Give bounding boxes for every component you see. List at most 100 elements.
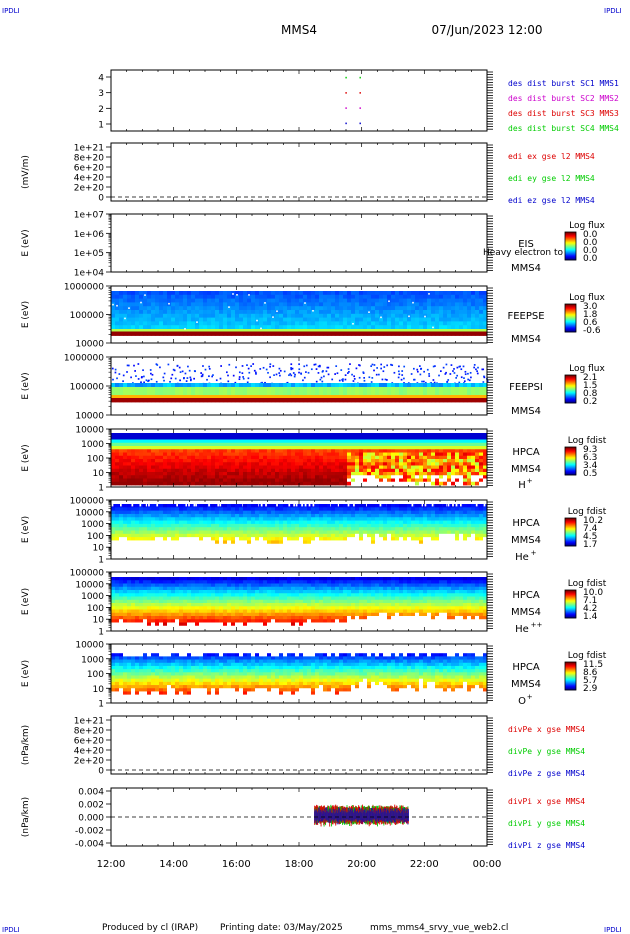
feepsi-cell <box>483 398 488 403</box>
hpca_he1-cell <box>167 517 172 521</box>
feepsi-cell <box>443 395 448 399</box>
hpca_he1-cell <box>231 523 236 528</box>
feepse-cell <box>163 317 168 322</box>
hpca_he1-cell <box>139 520 144 525</box>
hpca_h-cell <box>351 462 356 466</box>
feepse-cell <box>127 298 132 303</box>
hpca_h-cbar-tick-label: 6.3 <box>583 453 597 463</box>
hpca_he1-cell <box>251 513 256 518</box>
feepse-cell <box>419 321 424 326</box>
feepse-cell <box>159 317 164 322</box>
hpca_h-cell <box>439 442 444 447</box>
hpca_he1-cell <box>279 530 284 535</box>
hpca_h-cell <box>439 439 444 444</box>
hpca_h-cell <box>215 472 220 476</box>
hpca_h-cell <box>179 472 184 476</box>
hpca_h-cell <box>399 465 404 470</box>
feepse-cell <box>135 294 140 299</box>
feepsi-cell <box>403 398 408 403</box>
hpca_h-cell <box>423 478 428 483</box>
feepse-cell <box>447 306 452 311</box>
feepsi-cell <box>335 395 340 399</box>
hpca_he1-cell <box>319 507 324 512</box>
hpca_h-cell <box>299 452 304 457</box>
feepse-cell <box>267 310 272 315</box>
feepsi-cell <box>251 395 256 399</box>
hpca_h-cell <box>291 442 296 447</box>
hpca_he1-cell <box>251 504 256 508</box>
hpca_he1-cell <box>195 550 200 555</box>
feepse-cell <box>147 306 152 311</box>
feepsi-cell <box>447 398 452 403</box>
feepse-cell <box>179 298 184 303</box>
hpca_h-cell <box>239 433 244 437</box>
feepse-cell <box>391 331 396 336</box>
hpca_he1-cell <box>179 504 184 508</box>
hpca_h-cell <box>171 465 176 470</box>
feepse-cell <box>119 321 124 326</box>
feepse-cell <box>139 298 144 303</box>
feepse-cell <box>347 329 352 332</box>
hpca_h-cell <box>239 455 244 460</box>
feepsi-cell <box>171 387 176 396</box>
feepsi-cell <box>191 387 196 396</box>
feepse-cell <box>359 321 364 326</box>
hpca_h-cell <box>203 481 208 486</box>
hpca_h-cell <box>343 452 348 457</box>
burst-legend-entry: des dist burst SC3 MMS3 <box>508 109 619 118</box>
feepse-cell <box>435 298 440 303</box>
feepsi-cell <box>241 365 244 367</box>
hpca_h-cell <box>427 452 432 457</box>
hpca_h-cell <box>291 433 296 437</box>
hpca_h-cell <box>339 439 344 444</box>
hpca_he1-cell <box>123 533 128 538</box>
hpca_h-cell <box>347 478 352 483</box>
feepsi-cell <box>115 398 120 403</box>
hpca_h-cell <box>415 462 420 466</box>
feepsi-cell <box>317 365 320 368</box>
hpca_he1-cell <box>159 537 164 541</box>
hpca_he1-cell <box>323 543 328 548</box>
hpca_he1-cell <box>151 513 156 518</box>
hpca_he1-cell <box>163 550 168 555</box>
eis-cbar-cell <box>565 257 576 259</box>
hpca_h-cell <box>359 439 364 444</box>
hpca_he1-cell <box>311 510 316 515</box>
hpca_h-cell <box>375 478 380 483</box>
feepsi-cell <box>298 368 301 371</box>
feepsi-cell <box>243 383 248 388</box>
feepse-cell <box>227 329 232 332</box>
feepsi-cbar-cell <box>565 387 576 389</box>
feepse-cell <box>475 329 480 332</box>
hpca_h-cell <box>111 462 116 466</box>
hpca_h-cell <box>399 439 404 444</box>
feepsi-cell <box>159 395 164 399</box>
hpca_h-cell <box>383 468 388 473</box>
feepse-cell <box>155 325 160 330</box>
feepse-cell <box>435 317 440 322</box>
hpca_h-cell <box>395 481 400 486</box>
hpca_h-cell <box>331 436 336 440</box>
feepse-cell <box>327 329 332 332</box>
hpca_he1-cell <box>283 533 288 538</box>
hpca_he1-cell <box>195 523 200 528</box>
hpca_h-cell <box>375 455 380 460</box>
feepse-cell <box>267 291 272 296</box>
hpca_h-cell <box>467 468 472 473</box>
feepse-cell <box>307 313 312 318</box>
hpca_h-cell <box>443 455 448 460</box>
hpca_h-cell <box>303 452 308 457</box>
feepse-cell <box>399 313 404 318</box>
hpca_h-cell <box>407 449 412 453</box>
hpca_h-cell <box>427 439 432 444</box>
feepsi-cbar-cell <box>565 378 576 380</box>
hpca_he1-cell <box>163 513 168 518</box>
feepse-cell <box>435 313 440 318</box>
hpca_h-cell <box>371 475 376 479</box>
feepsi-cell <box>127 387 132 396</box>
hpca_h-cell <box>379 439 384 444</box>
hpca_he1-cell <box>179 553 184 558</box>
feepsi-cell <box>187 387 192 396</box>
hpca_h-cell <box>215 455 220 460</box>
hpca_h-cell <box>183 439 188 444</box>
